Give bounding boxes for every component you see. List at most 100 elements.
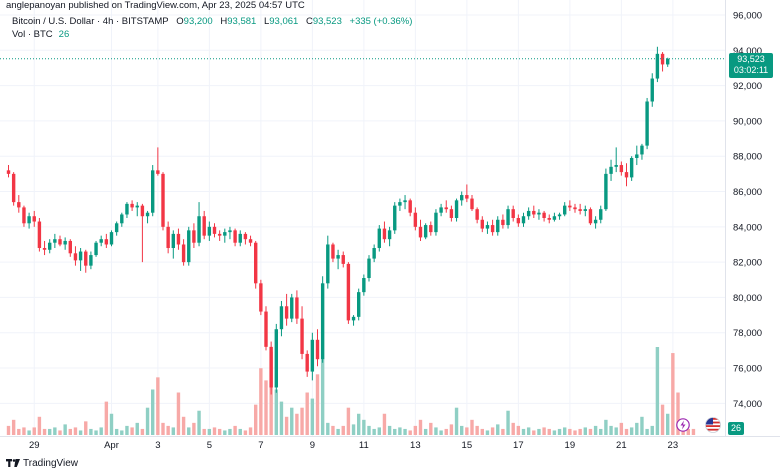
candle-body: [238, 233, 242, 243]
us-flag-icon[interactable]: [705, 417, 721, 433]
volume-bar: [151, 389, 155, 435]
candle-body: [619, 165, 624, 173]
volume-bar: [516, 425, 521, 435]
candle: [274, 323, 278, 393]
volume-bar: [635, 422, 639, 435]
volume-tag: 26: [728, 422, 744, 435]
volume-bar: [331, 425, 335, 435]
candle-body: [480, 219, 484, 229]
candle: [315, 329, 320, 367]
candle: [192, 223, 196, 249]
candle: [604, 168, 608, 211]
volume-bar: [573, 430, 577, 435]
candle: [614, 147, 618, 173]
volume-bar: [547, 428, 551, 435]
candle: [557, 212, 562, 220]
candle-body: [135, 205, 139, 208]
volume-bar: [171, 427, 175, 435]
candle: [290, 293, 294, 323]
volume-bar: [238, 428, 242, 435]
candle-body: [362, 278, 366, 293]
x-tick-label: 7: [258, 440, 263, 451]
candle-body: [295, 297, 299, 319]
volume-bar: [84, 421, 88, 435]
volume-bar: [398, 427, 402, 435]
candle-body: [604, 173, 608, 210]
symbol-legend: Bitcoin / U.S. Dollar · 4h · BITSTAMP O9…: [12, 16, 412, 27]
candle: [547, 214, 551, 224]
y-tick-label: 74,000: [733, 399, 762, 410]
candle-body: [506, 209, 510, 226]
candle: [181, 239, 186, 266]
candle-body: [454, 200, 459, 218]
time-axis[interactable]: 29 Apr 3 5 7 9 11 13 15 17 19 21 23: [29, 440, 678, 451]
candle-body: [367, 258, 371, 279]
candle-body: [156, 170, 160, 174]
volume-bar: [501, 428, 505, 435]
candle-body: [635, 154, 639, 158]
candle-body: [537, 212, 541, 215]
candle: [660, 52, 665, 72]
volume-bar: [228, 428, 232, 435]
candle-body: [109, 232, 114, 245]
volume-bar: [470, 419, 474, 435]
candle-body: [351, 316, 356, 321]
candle: [413, 207, 418, 231]
price-axis[interactable]: 74,000 76,000 78,000 80,000 82,000 84,000 86,0…: [733, 11, 762, 410]
candle: [254, 240, 258, 289]
candle: [248, 235, 253, 247]
candle-body: [547, 218, 551, 220]
volume-bar: [506, 410, 510, 435]
footer-brand[interactable]: TradingView: [6, 458, 78, 469]
candle-body: [609, 166, 613, 174]
candle-body: [37, 221, 42, 249]
candle: [135, 202, 139, 217]
candle-body: [444, 207, 448, 210]
open-label: O: [176, 16, 184, 27]
candle-body: [439, 207, 443, 213]
candle: [207, 221, 212, 241]
volume-label[interactable]: Vol · BTC: [12, 29, 53, 40]
x-tick-label: 15: [462, 440, 473, 451]
candle: [552, 212, 557, 222]
volume-bar: [140, 428, 145, 435]
volume-bar: [393, 428, 397, 435]
candle: [403, 195, 407, 210]
candle-body: [171, 233, 175, 249]
volume-bar: [593, 425, 598, 435]
candle-body: [202, 216, 206, 236]
candle-body: [207, 226, 212, 236]
lightning-event-icon[interactable]: [676, 418, 690, 432]
volume-bar: [99, 427, 103, 435]
candle: [58, 235, 62, 247]
symbol-name[interactable]: Bitcoin / U.S. Dollar · 4h · BITSTAMP: [12, 16, 169, 27]
candle-body: [346, 263, 351, 321]
volume-bar: [526, 427, 531, 435]
candle: [501, 214, 505, 229]
volume-bar: [109, 413, 114, 435]
volume-bar: [480, 428, 484, 435]
candle: [48, 239, 52, 254]
candle-body: [32, 216, 36, 222]
candle-body: [310, 339, 315, 372]
candle: [526, 207, 531, 220]
volume-bar: [357, 413, 361, 435]
candle: [53, 233, 57, 249]
candle: [331, 242, 335, 263]
candle-body: [315, 339, 320, 360]
volume-bar: [32, 427, 36, 435]
candle-body: [73, 253, 78, 261]
volume-bar: [372, 428, 376, 435]
x-tick-label: 11: [359, 440, 369, 451]
candle-body: [372, 248, 376, 259]
x-tick-label: 5: [207, 440, 212, 451]
candle: [629, 156, 634, 181]
volume-bar: [599, 428, 603, 435]
volume-bar: [671, 353, 675, 435]
candle-body: [274, 329, 278, 388]
candle: [434, 209, 438, 236]
candle: [120, 212, 124, 227]
candle-body: [583, 209, 587, 211]
volume-bar: [362, 419, 366, 435]
